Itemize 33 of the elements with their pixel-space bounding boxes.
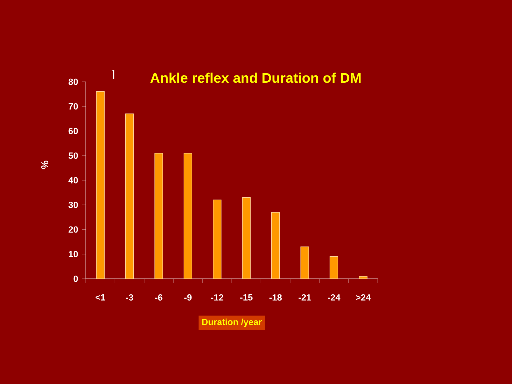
- bar: [126, 114, 134, 280]
- y-axis-title: %: [41, 160, 49, 170]
- bar: [359, 276, 368, 280]
- x-tick-label: <1: [96, 294, 106, 301]
- y-tick-label: 40: [68, 177, 78, 184]
- y-tick-label: 30: [68, 202, 78, 208]
- chart-title: Ankle reflex and Duration of DM: [150, 72, 361, 84]
- bar: [154, 153, 164, 280]
- bar: [96, 92, 105, 280]
- y-tick-label: 50: [68, 152, 78, 160]
- x-tick-label: -21: [298, 294, 312, 301]
- x-tick-label: -6: [155, 294, 163, 301]
- y-tick-label: 10: [69, 251, 78, 258]
- y-tick-label: 60: [68, 128, 78, 134]
- x-tick-label: -24: [328, 294, 341, 301]
- x-tick-label: >24: [356, 294, 371, 301]
- bar: [330, 256, 339, 280]
- bar: [213, 200, 222, 280]
- y-tick-label: 20: [68, 226, 78, 233]
- y-tick-label: 0: [74, 276, 78, 282]
- x-tick-label: -15: [240, 294, 253, 301]
- bar: [300, 246, 310, 280]
- bar: [242, 197, 251, 280]
- x-tick-label: -3: [126, 294, 134, 301]
- y-tick-label: 70: [68, 103, 78, 110]
- x-tick-label: -12: [211, 294, 224, 301]
- x-tick-label: -9: [184, 294, 192, 301]
- bar: [272, 212, 280, 280]
- text: l: [112, 70, 116, 80]
- bar: [184, 153, 193, 280]
- x-axis-title: Duration /year: [202, 318, 262, 328]
- x-tick-label: -18: [270, 294, 282, 301]
- y-tick-label: 80: [68, 78, 78, 86]
